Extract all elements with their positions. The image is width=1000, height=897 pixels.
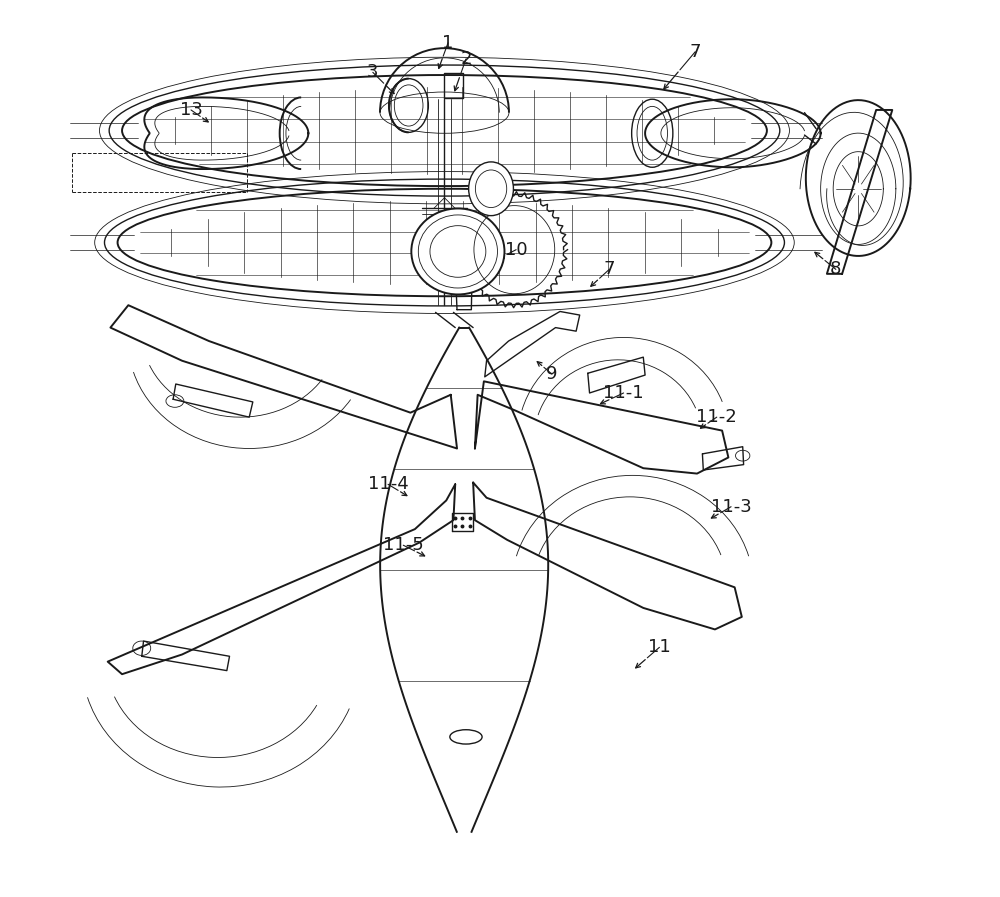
Ellipse shape [469,161,513,215]
Text: 13: 13 [180,101,202,119]
Text: 11-1: 11-1 [603,384,644,402]
Text: 8: 8 [830,260,842,278]
Text: 11-4: 11-4 [368,475,408,493]
Text: 11: 11 [648,639,671,657]
Text: 10: 10 [505,240,527,258]
Text: 11-2: 11-2 [696,408,737,426]
Polygon shape [453,224,473,309]
Text: 1: 1 [442,34,454,52]
Text: 3: 3 [367,64,379,82]
Text: 11-3: 11-3 [711,498,751,516]
Text: 7: 7 [604,260,615,278]
Text: 11-5: 11-5 [383,536,424,554]
Text: 7: 7 [689,43,701,61]
Text: 9: 9 [546,365,558,383]
Ellipse shape [411,208,504,294]
Text: 2: 2 [460,50,472,68]
